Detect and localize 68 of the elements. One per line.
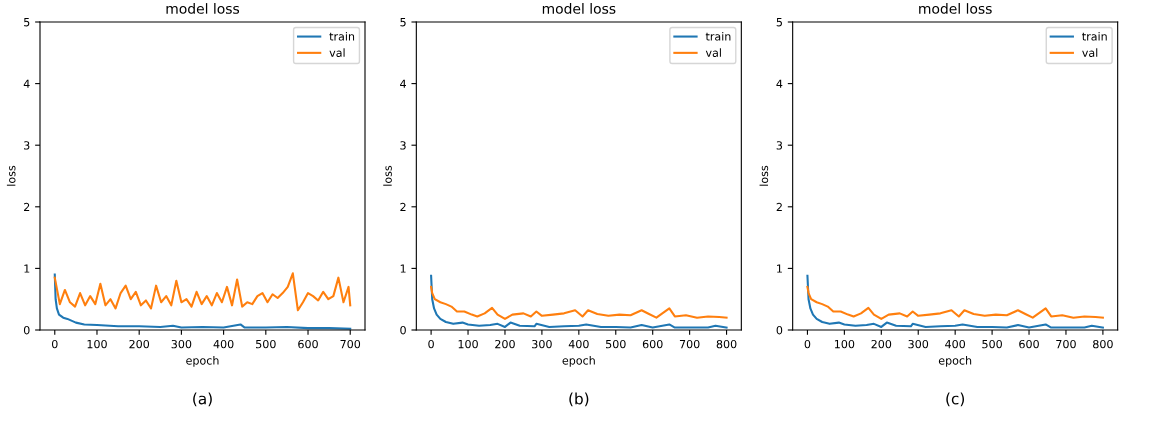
text: (b) [569, 392, 589, 407]
x-tick-label: 700 [1056, 339, 1076, 349]
x-tick-label: 700 [679, 339, 700, 349]
y-tick-label: 2 [776, 202, 782, 212]
y-tick-label: 1 [400, 264, 406, 273]
x-tick-label: 400 [568, 339, 589, 349]
y-tick-label: 5 [400, 18, 406, 27]
line-series [806, 285, 1104, 320]
x-tick-label: 500 [606, 339, 626, 349]
y-axis-title: loss [759, 165, 769, 186]
x-tick-label: 300 [171, 339, 192, 349]
chart-title: model loss [542, 3, 616, 14]
legend-label: val [705, 48, 721, 57]
text: (a) [193, 392, 212, 407]
text: (c) [946, 392, 965, 407]
line-series [53, 272, 352, 312]
y-tick-label: 4 [776, 79, 783, 88]
line-series [53, 273, 352, 330]
line-series [430, 274, 728, 329]
y-tick-label: 0 [23, 325, 30, 335]
x-tick-label: 0 [51, 339, 58, 349]
chart-title: model loss [166, 3, 240, 14]
legend-label: train [329, 32, 355, 41]
x-tick-label: 0 [428, 339, 434, 349]
x-tick-label: 500 [256, 339, 276, 349]
x-tick-label: 100 [87, 339, 107, 349]
x-tick-label: 400 [945, 339, 966, 349]
y-tick-label: 3 [776, 141, 783, 150]
x-tick-label: 300 [532, 339, 552, 349]
y-tick-label: 2 [400, 202, 406, 212]
y-tick-label: 0 [776, 325, 783, 335]
chart-title: model loss [919, 3, 992, 14]
x-axis-title: epoch [562, 356, 595, 367]
line-series [430, 285, 728, 320]
x-tick-label: 400 [213, 339, 234, 349]
x-tick-label: 600 [298, 339, 318, 349]
x-axis-title: epoch [186, 356, 219, 367]
y-tick-label: 1 [24, 264, 30, 273]
line-series [806, 274, 1104, 329]
x-tick-label: 800 [716, 339, 737, 349]
y-tick-label: 5 [776, 18, 782, 27]
x-tick-label: 200 [129, 339, 150, 349]
x-tick-label: 700 [340, 339, 361, 349]
y-tick-label: 3 [24, 141, 30, 150]
y-axis-title: loss [383, 165, 392, 186]
y-tick-label: 2 [24, 202, 30, 212]
y-axis-title: loss [6, 165, 16, 186]
x-tick-label: 800 [1093, 339, 1113, 349]
y-tick-label: 3 [400, 141, 406, 150]
x-tick-label: 500 [982, 339, 1002, 349]
y-tick-label: 4 [400, 79, 406, 88]
y-tick-label: 0 [400, 325, 406, 335]
x-tick-label: 600 [642, 339, 663, 349]
legend-label: val [1082, 48, 1098, 57]
x-tick-label: 600 [1019, 339, 1039, 349]
x-tick-label: 0 [804, 339, 811, 349]
legend-label: train [1082, 32, 1107, 41]
x-tick-label: 100 [458, 339, 478, 349]
x-axis-title: epoch [938, 356, 972, 367]
y-tick-label: 1 [777, 264, 782, 273]
x-tick-label: 300 [908, 339, 929, 349]
legend-label: train [705, 32, 731, 41]
y-tick-label: 4 [23, 79, 30, 88]
y-tick-label: 5 [24, 18, 30, 27]
x-tick-label: 200 [495, 339, 515, 349]
x-tick-label: 200 [871, 339, 892, 349]
legend-label: val [329, 48, 345, 57]
x-tick-label: 100 [834, 339, 855, 349]
